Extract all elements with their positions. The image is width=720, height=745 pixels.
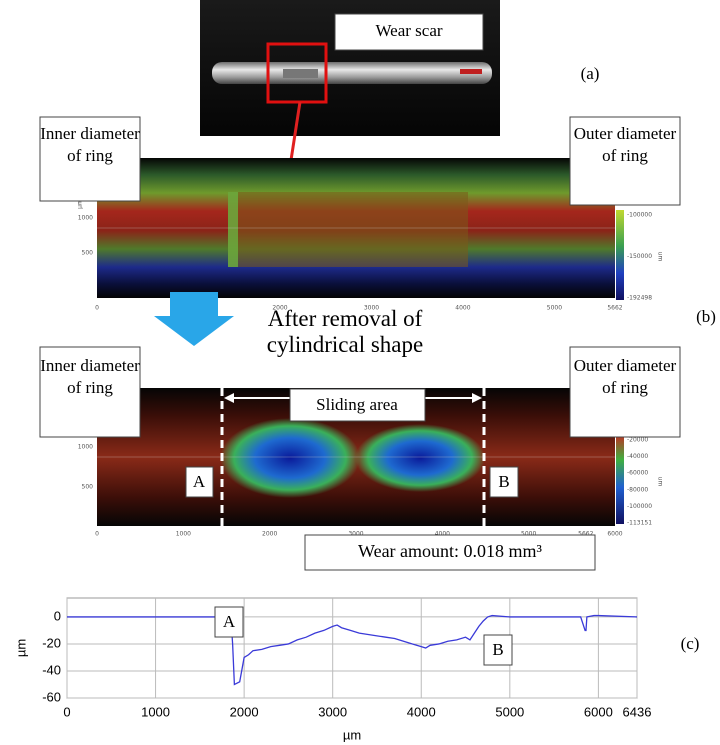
- x-tick-label: 5662: [607, 305, 622, 312]
- x-tick-label: 0: [95, 531, 99, 538]
- heatmap-blob: [220, 418, 360, 498]
- x-tick-label: 4000: [407, 704, 436, 719]
- x-tick-label: 0: [95, 305, 99, 312]
- label-box: [39, 346, 141, 438]
- annotation-box: [214, 606, 244, 638]
- panel-label: (b): [696, 307, 716, 326]
- inner-label: Inner diameter of ring: [40, 124, 140, 165]
- x-tick-label: 3000: [364, 305, 379, 312]
- x-tick-label: 0: [63, 704, 70, 719]
- label-wrap: Inner diameter of ring: [40, 356, 140, 397]
- panel-label: (a): [581, 64, 600, 83]
- panel-label: (c): [681, 634, 700, 653]
- x-tick-label: 3000: [318, 704, 347, 719]
- x-tick-label: 5000: [521, 531, 536, 538]
- annotation: A: [223, 612, 236, 631]
- label-wrap: Outer diameter of ring: [573, 356, 677, 397]
- marker: A: [193, 472, 206, 491]
- colorbar-unit: um: [657, 477, 664, 487]
- x-tick-label: 6000: [584, 704, 613, 719]
- marker-box: [489, 466, 519, 498]
- heatmap-blob: [355, 424, 485, 492]
- label-box: [39, 116, 141, 202]
- x-tick-label: 6000: [607, 531, 622, 538]
- colorbar-label: -40000: [627, 453, 648, 460]
- heatmap-scar: [228, 192, 468, 267]
- label-box: [289, 388, 426, 422]
- colorbar-label: -100000: [627, 212, 652, 219]
- colorbar-label: -80000: [627, 486, 648, 493]
- y-unit: µm: [77, 199, 84, 209]
- y-tick-label: 500: [82, 484, 94, 491]
- x-axis-label: µm: [343, 727, 361, 742]
- label-box: [304, 534, 596, 571]
- label-wrap: Inner diameter of ring: [40, 124, 140, 165]
- y-tick-label: 1000: [78, 444, 93, 451]
- x-tick-label: 3000: [348, 531, 363, 538]
- wear-scar: [283, 69, 318, 78]
- colorbar-label: -113151: [627, 520, 652, 527]
- inner-label: Inner diameter of ring: [40, 356, 140, 397]
- colorbar-label: -20000: [627, 437, 648, 444]
- x-tick-label: 2000: [262, 531, 277, 538]
- marker-box: [185, 466, 214, 498]
- x-tick-label: 5662: [578, 531, 593, 538]
- y-tick-label: -60: [42, 689, 61, 704]
- step-text: After removal of cylindrical shape: [266, 306, 424, 357]
- line: [67, 614, 638, 686]
- y-axis-label: µm: [13, 639, 28, 657]
- annotation: B: [492, 640, 503, 659]
- colorbar-label: -100000: [627, 503, 652, 510]
- x-tick-label: 5000: [495, 704, 524, 719]
- outer-label: Outer diameter of ring: [573, 124, 677, 165]
- annotation-box: [483, 634, 513, 666]
- rod-mark: [460, 69, 482, 74]
- x-tick-label: 4000: [455, 305, 470, 312]
- y-tick-label: 500: [82, 250, 94, 257]
- x-tick-label: 5000: [547, 305, 562, 312]
- wear-amount: Wear amount: 0.018 mm³: [358, 541, 543, 561]
- colorbar-label: -192498: [627, 295, 652, 302]
- x-tick-label: 6436: [623, 704, 652, 719]
- highlight-box: [266, 42, 328, 104]
- marker: B: [498, 472, 509, 491]
- y-tick-label: 0: [54, 608, 61, 623]
- y-tick-label: 1000: [78, 215, 93, 222]
- colorbar: [616, 432, 624, 524]
- colorbar-label: -60000: [627, 470, 648, 477]
- colorbar-unit: um: [657, 252, 664, 262]
- x-tick-label: 4000: [435, 531, 450, 538]
- label-wrap: Outer diameter of ring: [573, 124, 677, 165]
- step-wrap: After removal of cylindrical shape: [266, 306, 424, 357]
- plot-area: [66, 597, 638, 699]
- y-tick-label: -40: [42, 662, 61, 677]
- x-tick-label: 1000: [141, 704, 170, 719]
- rod: [212, 62, 492, 84]
- heatmap-edge: [228, 192, 238, 267]
- x-tick-label: 2000: [272, 305, 287, 312]
- line-chart: 0-20-40-600 1000 2000 3000 4000 5000 6000 6436µ…: [13, 597, 700, 742]
- label-box: [569, 116, 681, 206]
- y-tick-label: -20: [42, 635, 61, 650]
- label-box: [569, 346, 681, 438]
- colorbar-label: -150000: [627, 253, 652, 260]
- sliding-label: Sliding area: [316, 395, 398, 414]
- down-arrow: [154, 292, 234, 346]
- outer-label: Outer diameter of ring: [573, 356, 677, 397]
- x-tick-label: 2000: [230, 704, 259, 719]
- colorbar: [616, 210, 624, 300]
- callout-box: [334, 13, 484, 51]
- callout: Wear scar: [375, 21, 442, 40]
- x-tick-label: 1000: [176, 531, 191, 538]
